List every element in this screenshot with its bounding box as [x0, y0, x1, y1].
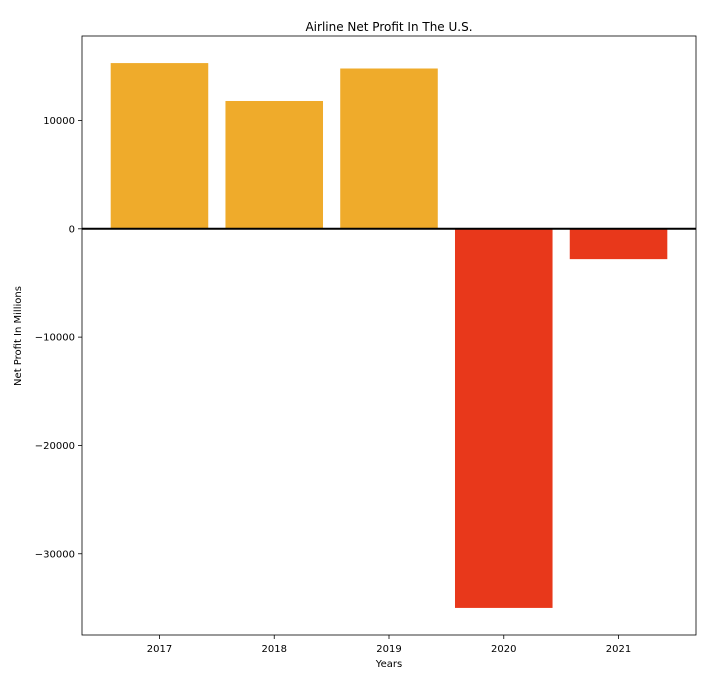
- x-tick-label-2021: 2021: [606, 644, 631, 655]
- x-axis: 2017 2018 2019 2020 2021: [147, 635, 631, 655]
- y-tick-label: −20000: [35, 441, 75, 452]
- y-tick-label: 0: [69, 224, 75, 235]
- y-axis-label: Net Profit In Millions: [13, 286, 24, 386]
- bar-2021: [569, 228, 668, 260]
- y-tick-label: 10000: [43, 116, 75, 127]
- chart-title: Airline Net Profit In The U.S.: [305, 20, 472, 34]
- y-tick-label: −10000: [35, 333, 75, 344]
- x-axis-label: Years: [375, 659, 402, 670]
- bar-2017: [110, 63, 209, 229]
- x-tick-label-2017: 2017: [147, 644, 172, 655]
- x-tick-label-2019: 2019: [376, 644, 401, 655]
- bars-layer: [110, 63, 668, 608]
- bar-2018: [225, 100, 324, 229]
- y-axis: 10000 0 −10000 −20000 −30000: [35, 116, 82, 560]
- x-tick-label-2018: 2018: [262, 644, 287, 655]
- bar-2020: [454, 228, 553, 608]
- y-tick-label: −30000: [35, 549, 75, 560]
- bar-2019: [340, 68, 438, 229]
- x-tick-label-2020: 2020: [491, 644, 516, 655]
